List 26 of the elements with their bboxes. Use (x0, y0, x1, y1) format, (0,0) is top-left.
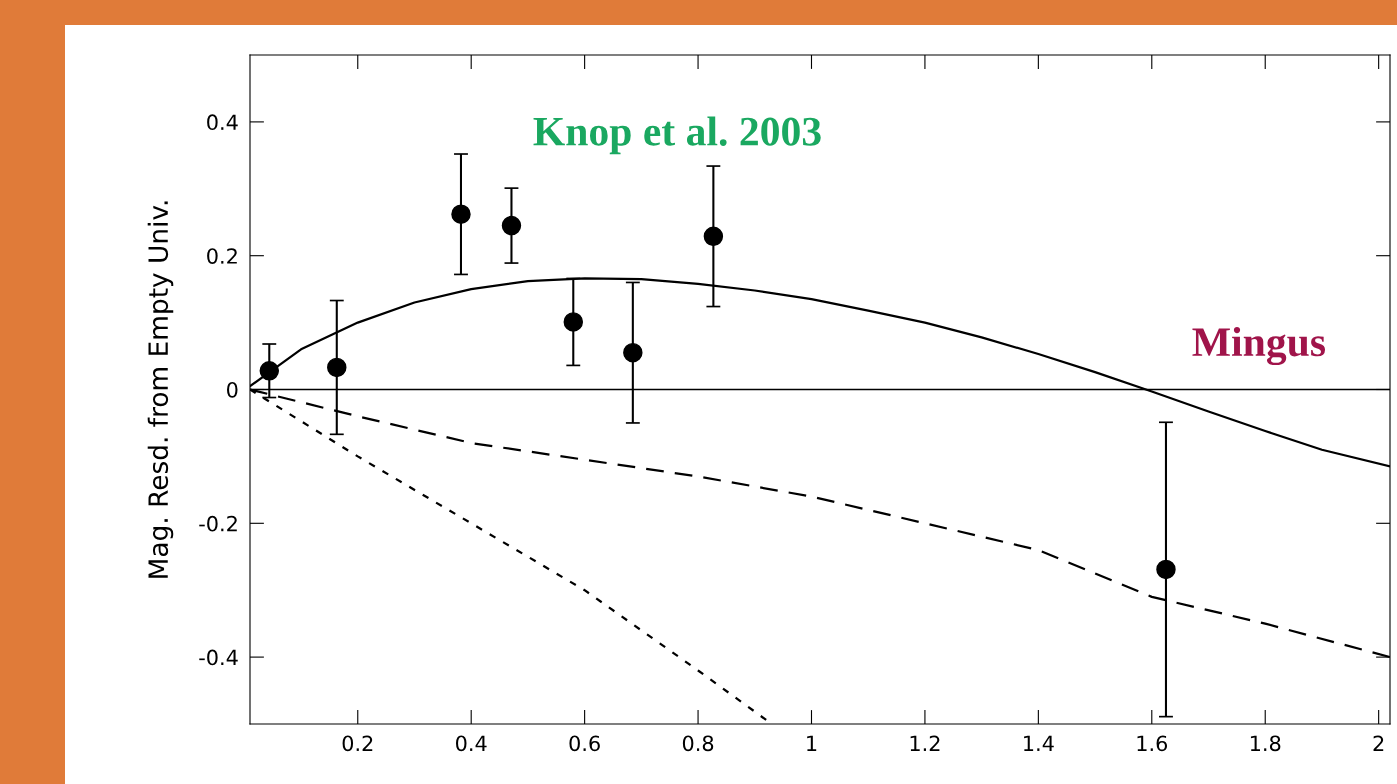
x-tick-label: 1.8 (1250, 735, 1281, 752)
point (259, 361, 280, 381)
point (327, 357, 347, 378)
annotation: Mingus (1192, 326, 1326, 366)
x-tick-label: 0.8 (682, 735, 714, 752)
x-tick-label: 1.2 (910, 735, 940, 751)
point (623, 342, 643, 363)
x-tick-label: 0.2 (342, 735, 373, 752)
point (1156, 559, 1176, 580)
x-tick-label: 0.4 (456, 735, 487, 752)
point (703, 226, 724, 247)
y-tick-label: 0.4 (207, 114, 238, 131)
x-tick-label: 2 (1373, 735, 1384, 751)
x-tick-label: 1.6 (1137, 735, 1168, 752)
point (451, 204, 471, 224)
point (501, 215, 522, 236)
annotation: Knop et al. 2003 (533, 116, 821, 155)
y-tick-label: -0.4 (199, 649, 238, 666)
point (563, 312, 584, 332)
y-tick-label: 0.2 (207, 248, 237, 264)
y-tick-label: 0 (227, 381, 238, 398)
y-tick-label: -0.2 (199, 515, 237, 532)
x-tick-label: 1.4 (1024, 735, 1054, 751)
x-tick-label: 1 (807, 735, 817, 751)
y-axis-title: Mag. Resd. from Empty Univ. (147, 201, 174, 578)
x-tick-label: 0.6 (569, 735, 600, 752)
